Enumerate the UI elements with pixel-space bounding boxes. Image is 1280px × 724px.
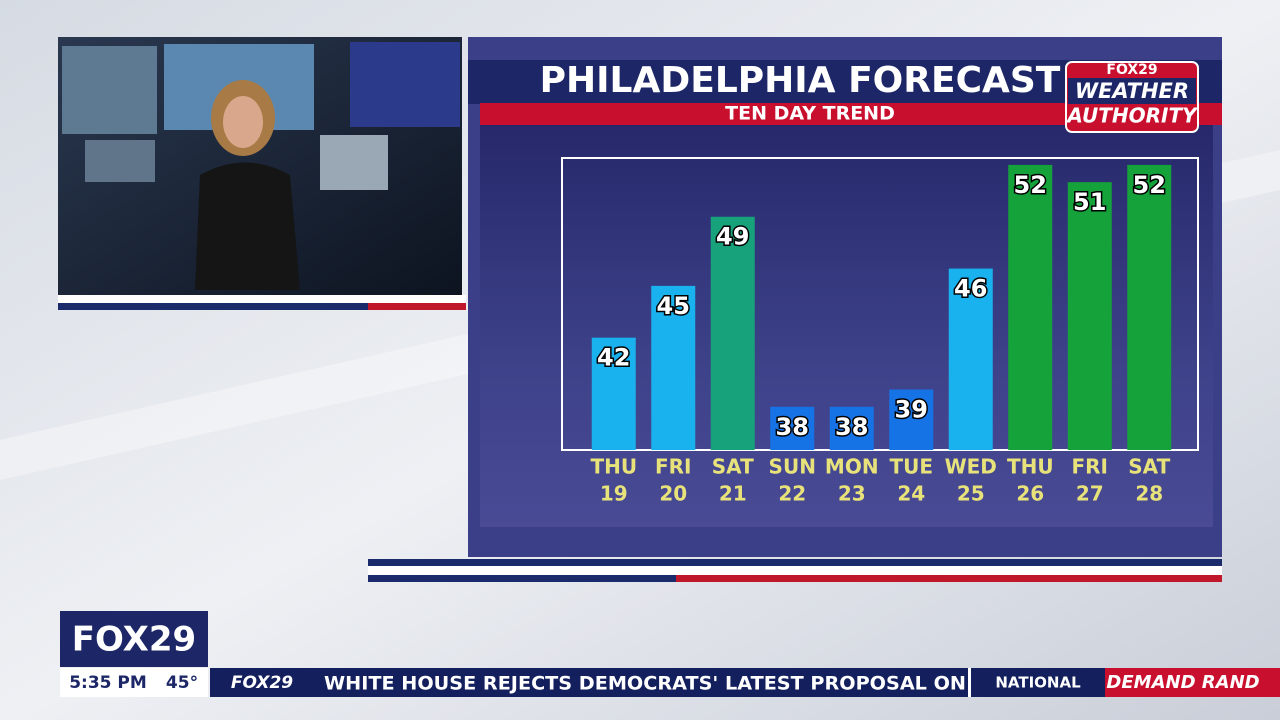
presenter-face [223, 96, 263, 148]
x-tick-label: 27 [1076, 482, 1104, 506]
inset-bar [58, 295, 466, 303]
station-logo-box [60, 611, 208, 667]
value-label: 52 [1133, 171, 1166, 199]
ticker-headline: WHITE HOUSE REJECTS DEMOCRATS' LATEST PR… [324, 673, 966, 695]
x-tick-label: FRI [655, 455, 692, 479]
ticker-network: FOX29 [231, 673, 293, 693]
ticker-bar [210, 668, 1280, 697]
monitor [350, 42, 460, 127]
panel-bar [368, 559, 1222, 566]
logo-text: WEATHER [1075, 79, 1189, 103]
value-label: 45 [657, 292, 690, 320]
clock-temperature: 45° [166, 673, 198, 693]
chart-title: PHILADELPHIA FORECAST [540, 60, 1061, 101]
value-label: 39 [895, 396, 928, 424]
inset-bar [368, 303, 466, 310]
promo-text: DEMAND RAND [1106, 672, 1259, 693]
bar [1008, 164, 1053, 450]
bar [651, 285, 696, 450]
station-logo: FOX29 [72, 620, 196, 660]
x-tick-label: WED [945, 455, 997, 479]
inset-bar [58, 303, 368, 310]
ticker-section: NATIONAL [995, 674, 1081, 692]
x-tick-label: THU [1007, 455, 1054, 479]
value-label: 38 [835, 413, 868, 441]
monitor [85, 140, 155, 182]
bar [1067, 182, 1112, 451]
x-tick-label: TUE [889, 455, 933, 479]
bar [948, 268, 993, 450]
logo-network: FOX29 [1106, 62, 1157, 78]
value-label: 52 [1014, 171, 1047, 199]
value-label: 38 [776, 413, 809, 441]
x-tick-label: 26 [1016, 482, 1044, 506]
value-label: 46 [954, 275, 987, 303]
x-tick-label: SAT [1128, 455, 1170, 479]
ticker-divider [968, 668, 971, 697]
bar [591, 337, 636, 450]
x-tick-label: THU [590, 455, 637, 479]
x-tick-label: 22 [778, 482, 806, 506]
bar [710, 216, 755, 450]
clock-time: 5:35 PM [69, 673, 147, 693]
bar [829, 406, 874, 450]
chart-subtitle: TEN DAY TREND [725, 103, 895, 125]
plot-frame [561, 157, 1199, 451]
x-tick-label: 24 [897, 482, 925, 506]
bar [889, 389, 934, 450]
value-label: 51 [1073, 188, 1106, 216]
x-tick-label: 23 [838, 482, 866, 506]
x-tick-label: FRI [1071, 455, 1108, 479]
bar [770, 406, 815, 450]
bars: THU 19 42 FRI 20 45 SAT 21 49 SUN 22 38 MON 23 38 TUE 24… [590, 164, 1172, 506]
x-tick-label: 25 [957, 482, 985, 506]
value-label: 42 [597, 344, 630, 372]
panel-bar [368, 575, 676, 582]
x-tick-label: 19 [600, 482, 628, 506]
panel-bar [676, 575, 1222, 582]
logo-band [1068, 78, 1196, 104]
monitor [320, 135, 388, 190]
x-tick-label: MON [825, 455, 879, 479]
value-label: 49 [716, 223, 749, 251]
presenter-body [195, 162, 300, 290]
x-tick-label: 20 [659, 482, 687, 506]
clock-box [60, 668, 208, 697]
x-tick-label: SAT [712, 455, 754, 479]
subtitle-band [480, 103, 1222, 125]
bar [1127, 164, 1172, 450]
x-tick-label: 28 [1135, 482, 1163, 506]
panel-bar [368, 566, 1222, 575]
monitor [62, 46, 157, 134]
logo-text: AUTHORITY [1065, 104, 1199, 128]
promo-box [1105, 668, 1280, 697]
x-tick-label: SUN [769, 455, 816, 479]
x-tick-label: 21 [719, 482, 747, 506]
